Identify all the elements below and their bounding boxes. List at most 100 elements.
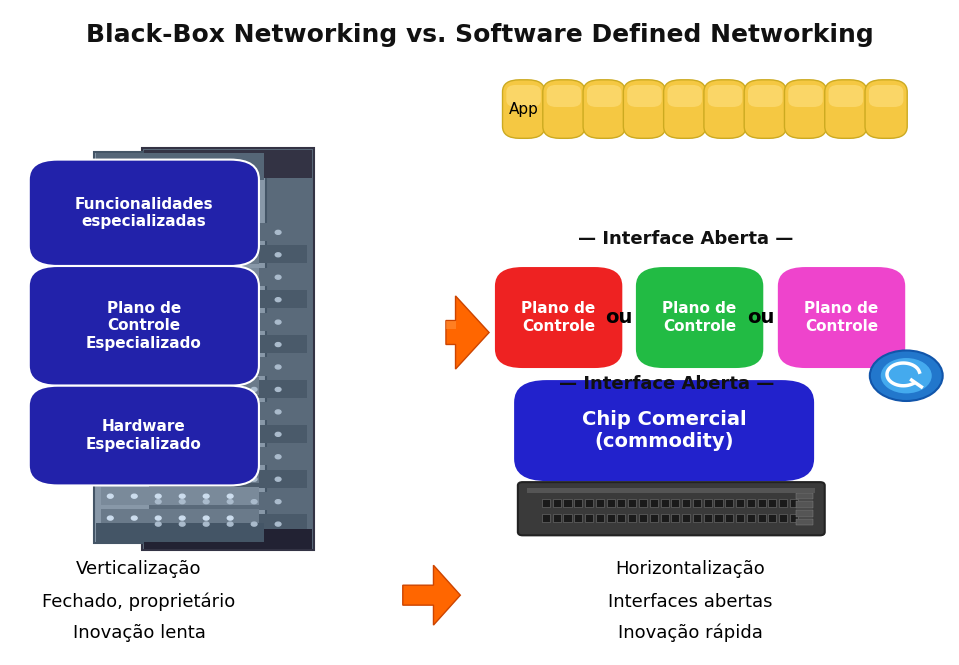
Circle shape [203, 499, 209, 503]
Bar [607, 514, 615, 522]
Circle shape [227, 342, 233, 346]
Circle shape [275, 253, 281, 257]
FancyBboxPatch shape [494, 266, 623, 369]
Bar [101, 399, 259, 417]
Circle shape [155, 231, 161, 235]
FancyBboxPatch shape [94, 152, 266, 543]
Bar [101, 246, 259, 264]
Bar [149, 223, 307, 241]
Circle shape [155, 385, 161, 389]
Bar [747, 499, 755, 507]
Circle shape [227, 516, 233, 520]
Circle shape [275, 477, 281, 481]
Circle shape [107, 319, 113, 323]
FancyBboxPatch shape [29, 266, 259, 386]
Circle shape [155, 432, 161, 436]
Circle shape [275, 342, 281, 346]
Circle shape [179, 385, 185, 389]
Text: — Interface Aberta —: — Interface Aberta — [559, 375, 774, 394]
Circle shape [155, 342, 161, 346]
Text: Inovação lenta: Inovação lenta [73, 624, 205, 642]
Circle shape [155, 410, 161, 414]
Circle shape [251, 365, 257, 369]
Bar [661, 499, 668, 507]
Circle shape [203, 407, 209, 411]
Circle shape [275, 410, 281, 414]
Bar [149, 313, 307, 331]
Bar [101, 421, 259, 439]
Circle shape [155, 494, 161, 498]
Bar [796, 510, 813, 517]
Circle shape [227, 385, 233, 389]
Circle shape [203, 477, 209, 481]
FancyBboxPatch shape [635, 266, 764, 369]
FancyBboxPatch shape [96, 523, 264, 542]
Circle shape [131, 450, 137, 454]
Circle shape [203, 231, 209, 235]
FancyBboxPatch shape [583, 80, 625, 138]
Bar [564, 499, 572, 507]
Bar [149, 357, 307, 376]
Bar [542, 499, 550, 507]
Bar [149, 267, 307, 286]
FancyBboxPatch shape [29, 160, 259, 266]
Circle shape [251, 522, 257, 526]
FancyBboxPatch shape [865, 80, 907, 138]
Circle shape [179, 297, 185, 301]
Bar [768, 499, 777, 507]
FancyBboxPatch shape [744, 80, 786, 138]
FancyBboxPatch shape [627, 85, 662, 107]
Circle shape [179, 342, 185, 346]
Circle shape [227, 298, 233, 302]
Circle shape [870, 350, 943, 401]
Circle shape [155, 477, 161, 481]
FancyBboxPatch shape [503, 80, 545, 138]
Circle shape [227, 297, 233, 301]
Circle shape [179, 477, 185, 481]
Circle shape [179, 450, 185, 454]
Circle shape [227, 522, 233, 526]
Circle shape [203, 494, 209, 498]
Circle shape [179, 275, 185, 279]
Circle shape [107, 450, 113, 454]
Bar [149, 447, 307, 466]
Circle shape [227, 410, 233, 414]
Bar [552, 514, 561, 522]
Bar [650, 514, 658, 522]
Circle shape [155, 253, 161, 257]
Polygon shape [403, 565, 460, 625]
Bar [704, 514, 712, 522]
Circle shape [179, 407, 185, 411]
Circle shape [107, 516, 113, 520]
Circle shape [203, 297, 209, 301]
FancyBboxPatch shape [142, 148, 314, 550]
Circle shape [251, 320, 257, 324]
Circle shape [251, 298, 257, 302]
FancyBboxPatch shape [869, 85, 903, 107]
Circle shape [251, 253, 257, 257]
Circle shape [179, 428, 185, 432]
Circle shape [155, 275, 161, 279]
Circle shape [203, 428, 209, 432]
FancyBboxPatch shape [829, 85, 863, 107]
Bar [149, 515, 307, 533]
Circle shape [179, 230, 185, 234]
Bar [101, 487, 259, 505]
Circle shape [179, 516, 185, 520]
Circle shape [227, 253, 233, 257]
Circle shape [275, 499, 281, 503]
Circle shape [179, 455, 185, 459]
Circle shape [155, 450, 161, 454]
Circle shape [107, 275, 113, 279]
Bar [101, 334, 259, 351]
FancyBboxPatch shape [748, 85, 783, 107]
Circle shape [251, 432, 257, 436]
Circle shape [179, 388, 185, 392]
Circle shape [179, 319, 185, 323]
Circle shape [275, 388, 281, 392]
Circle shape [251, 230, 257, 234]
Bar [796, 501, 813, 508]
Circle shape [155, 298, 161, 302]
Circle shape [131, 407, 137, 411]
FancyBboxPatch shape [704, 80, 746, 138]
